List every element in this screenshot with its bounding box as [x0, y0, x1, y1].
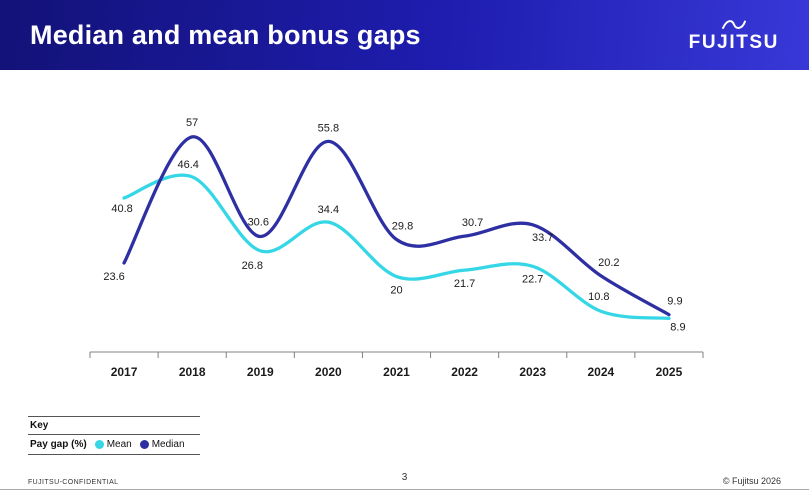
legend-mean-label: Mean	[106, 439, 132, 450]
mean-value-label: 40.8	[111, 203, 132, 215]
median-value-label: 29.8	[392, 221, 413, 233]
median-value-label: 20.2	[598, 257, 619, 269]
key-title: Key	[28, 417, 200, 435]
fujitsu-symbol-icon	[721, 20, 746, 29]
mean-value-label: 21.7	[454, 278, 475, 290]
chart-key: Key Pay gap (%) Mean Median	[28, 416, 200, 455]
x-axis-label: 2024	[587, 365, 614, 379]
bonus-gap-line-chart: 2017 2018 2019 2020 2021 2022 2023 2024 2025 40.8…	[89, 117, 704, 379]
mean-value-label: 22.7	[522, 273, 543, 285]
median-value-label: 30.6	[248, 217, 269, 229]
median-value-label: 23.6	[103, 271, 124, 283]
confidential-label: FUJITSU-CONFIDENTIAL	[28, 479, 119, 486]
median-value-label: 55.8	[318, 122, 339, 134]
mean-value-label: 46.4	[177, 159, 198, 171]
mean-value-label: 20	[390, 285, 402, 297]
mean-value-label: 26.8	[242, 260, 263, 272]
header-banner: Median and mean bonus gaps FUJITSU	[0, 0, 809, 70]
median-value-label: 9.9	[667, 296, 682, 308]
x-axis-label: 2017	[111, 365, 138, 379]
fujitsu-logo-text: FUJITSU	[688, 32, 779, 53]
x-axis-label: 2021	[383, 365, 410, 379]
x-axis-label: 2018	[179, 365, 206, 379]
key-row: Pay gap (%) Mean Median	[28, 435, 200, 454]
median-marker-icon	[139, 440, 149, 449]
mean-marker-icon	[94, 440, 104, 449]
median-value-label: 33.7	[532, 232, 553, 244]
footer: FUJITSU-CONFIDENTIAL 3 © Fujitsu 2026	[0, 472, 809, 490]
page-title: Median and mean bonus gaps	[30, 19, 421, 50]
mean-line	[122, 173, 671, 321]
mean-value-label: 10.8	[588, 291, 609, 303]
median-value-label: 57	[186, 117, 198, 129]
page-number: 3	[401, 472, 408, 483]
legend-item-median: Median	[139, 439, 185, 450]
legend-item-mean: Mean	[94, 439, 132, 450]
x-axis-label: 2025	[656, 365, 683, 379]
fujitsu-logo: FUJITSU	[689, 18, 779, 52]
median-line	[122, 135, 671, 317]
key-axis-label: Pay gap (%)	[30, 439, 87, 450]
median-value-label: 30.7	[462, 217, 483, 229]
mean-value-label: 8.9	[670, 321, 685, 333]
x-axis-label: 2019	[247, 365, 274, 379]
legend-median-label: Median	[151, 439, 185, 450]
mean-value-label: 34.4	[318, 204, 339, 216]
copyright-label: © Fujitsu 2026	[722, 476, 781, 486]
x-axis-label: 2023	[519, 365, 546, 379]
x-axis-label: 2022	[451, 365, 478, 379]
x-axis-label: 2020	[315, 365, 342, 379]
